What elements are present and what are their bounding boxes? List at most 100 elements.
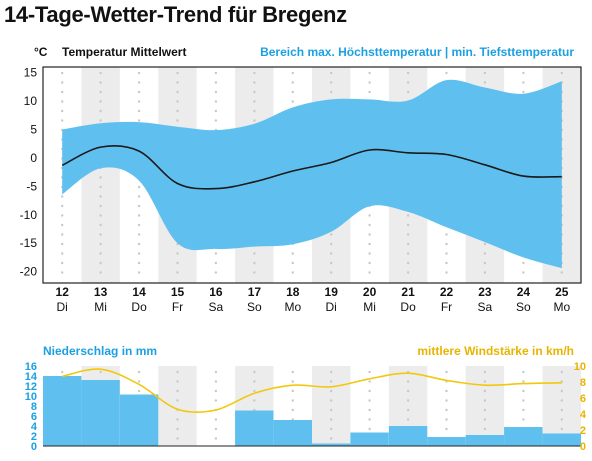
grid-dot (330, 399, 333, 402)
grid-dot (137, 204, 141, 208)
grid-dot (291, 261, 294, 265)
grid-dot (176, 71, 179, 75)
grid-dot (176, 119, 179, 122)
day-stripe-top (81, 67, 120, 283)
grid-dot (214, 418, 218, 421)
grid-dot (522, 261, 525, 265)
grid-dot (214, 399, 218, 402)
grid-dot (99, 261, 102, 265)
grid-dot (522, 71, 525, 75)
grid-dot (291, 271, 294, 274)
grid-dot (368, 71, 371, 75)
grid-dot (368, 408, 371, 412)
grid-dot (445, 418, 448, 421)
grid-dot (214, 109, 218, 113)
weekday-label: Do (131, 300, 147, 314)
weekday-label: So (247, 300, 262, 314)
grid-dot (99, 119, 102, 122)
grid-dot (137, 195, 141, 198)
grid-dot (253, 100, 256, 103)
day-stripe-bottom (542, 366, 581, 446)
weekday-label: So (516, 300, 531, 314)
precipitation-bar (312, 443, 351, 446)
grid-dot (99, 370, 102, 374)
grid-dot (176, 90, 179, 94)
grid-dot (214, 81, 218, 84)
precipitation-bar (542, 433, 581, 446)
precipitation-tick-label: 12 (25, 381, 37, 393)
grid-dot (483, 427, 487, 431)
day-number-label: 15 (171, 285, 185, 299)
weekday-label: Do (400, 300, 416, 314)
wind-tick-label: 2 (580, 425, 586, 437)
temperature-tick-label: -10 (20, 208, 38, 222)
precipitation-bar (43, 376, 82, 446)
grid-dot (483, 370, 487, 374)
grid-dot (61, 214, 64, 217)
grid-dot (61, 109, 64, 113)
precipitation-tick-label: 10 (25, 391, 37, 403)
grid-dot (522, 399, 525, 402)
grid-dot (176, 271, 179, 274)
grid-dot (483, 242, 487, 246)
weekday-label: Sa (478, 300, 493, 314)
grid-dot (522, 81, 525, 84)
grid-dot (61, 90, 64, 94)
grid-dot (137, 90, 141, 94)
grid-dot (368, 389, 371, 393)
grid-dot (291, 399, 294, 402)
grid-dot (61, 242, 64, 246)
grid-dot (522, 418, 525, 421)
grid-dot (99, 214, 102, 217)
grid-dot (291, 81, 294, 84)
grid-dot (522, 389, 525, 393)
day-number-label: 24 (517, 285, 531, 299)
wind-tick-label: 4 (580, 409, 587, 421)
grid-dot (214, 119, 218, 122)
grid-dot (99, 176, 102, 179)
grid-dot (445, 233, 448, 236)
precipitation-tick-label: 2 (31, 431, 37, 443)
weekday-label: Fr (172, 300, 183, 314)
temperature-tick-label: -15 (20, 236, 38, 250)
grid-dot (61, 223, 64, 227)
grid-dot (368, 90, 371, 94)
grid-dot (560, 271, 563, 274)
day-number-label: 22 (440, 285, 454, 299)
grid-dot (61, 204, 64, 208)
grid-dot (445, 71, 448, 75)
grid-dot (176, 261, 179, 265)
grid-dot (368, 271, 371, 274)
day-number-label: 17 (248, 285, 262, 299)
grid-dot (253, 81, 256, 84)
grid-dot (253, 71, 256, 75)
temperature-y-ticks: 15 10 5 0 -5 -10 -15 -20 (20, 66, 38, 279)
day-stripe-bottom (158, 366, 197, 446)
grid-dot (137, 214, 141, 217)
grid-dot (406, 242, 410, 246)
grid-dot (61, 271, 64, 274)
grid-dot (560, 399, 563, 402)
grid-dot (253, 261, 256, 265)
grid-dot (406, 214, 410, 217)
grid-dot (560, 408, 563, 412)
grid-dot (99, 233, 102, 236)
temperature-unit-label: °C (34, 45, 48, 59)
precipitation-tick-label: 4 (31, 421, 38, 433)
day-number-label: 18 (286, 285, 300, 299)
grid-dot (368, 380, 371, 383)
day-labels: 12Di13Mi14Do15Fr16Sa17So18Mo19Di20Mi21Do… (56, 285, 571, 314)
grid-dot (406, 90, 410, 94)
temperature-plot-frame (42, 66, 582, 284)
wind-speed-line (62, 368, 562, 414)
grid-dot (445, 408, 448, 412)
grid-dot (176, 81, 179, 84)
grid-dot (61, 195, 64, 198)
grid-dot (176, 100, 179, 103)
grid-dot (253, 119, 256, 122)
grid-dot (291, 389, 294, 393)
grid-dot (253, 370, 256, 374)
precipitation-tick-label: 6 (31, 411, 37, 423)
grid-dot (330, 233, 333, 236)
grid-dot (214, 437, 218, 440)
